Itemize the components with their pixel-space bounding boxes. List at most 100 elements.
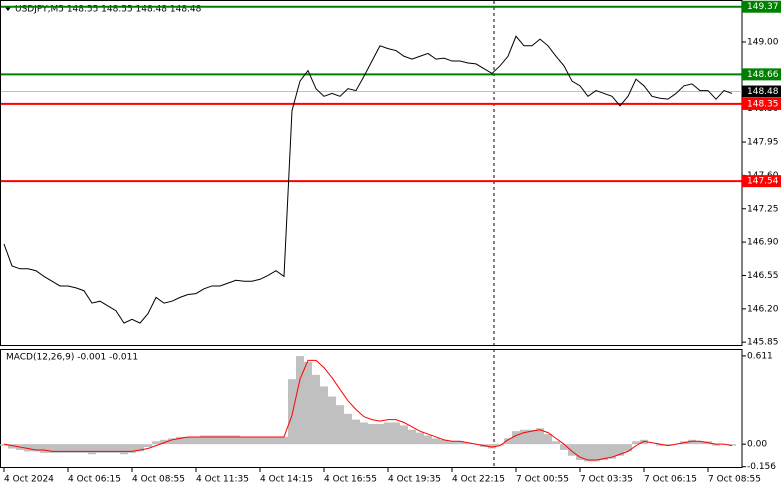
- macd-bar: [64, 444, 72, 453]
- symbol-arrow: [5, 7, 11, 11]
- macd-bar: [664, 444, 672, 446]
- macd-bar: [560, 444, 568, 450]
- macd-bar: [200, 435, 208, 445]
- macd-bar: [432, 438, 440, 445]
- level-label-box: [742, 97, 781, 110]
- macd-bar: [160, 439, 168, 445]
- macd-bar: [616, 444, 624, 456]
- macd-bar: [328, 396, 336, 445]
- y-tick-label: 0.611: [747, 351, 773, 361]
- x-tick-label: 4 Oct 2024: [4, 475, 54, 485]
- signal-line: [3, 359, 733, 461]
- macd-bar: [416, 432, 424, 445]
- y-tick-label: 149.00: [747, 37, 779, 47]
- macd-bar: [352, 419, 360, 445]
- macd-bar: [184, 436, 192, 445]
- macd-bar: [144, 444, 152, 448]
- macd-bar: [112, 444, 120, 453]
- macd-bar: [240, 436, 248, 445]
- macd-bar: [640, 439, 648, 445]
- level-label-box: [742, 175, 781, 188]
- macd-bar: [216, 435, 224, 445]
- y-tick-label: 146.90: [747, 238, 779, 248]
- macd-bar: [728, 444, 736, 446]
- macd-bar: [456, 441, 464, 445]
- macd-bar: [296, 356, 304, 445]
- macd-bar: [176, 436, 184, 445]
- macd-bar: [80, 444, 88, 453]
- macd-bar: [568, 444, 576, 456]
- macd-bar: [208, 435, 216, 445]
- macd-bar: [464, 442, 472, 445]
- macd-bar: [712, 444, 720, 446]
- macd-bar: [448, 441, 456, 445]
- macd-bar: [440, 439, 448, 445]
- macd-bar: [376, 423, 384, 445]
- y-tick-label: 146.55: [747, 271, 779, 281]
- macd-bar: [488, 444, 496, 449]
- y-tick-label: 147.25: [747, 204, 779, 214]
- macd-bar: [224, 435, 232, 445]
- macd-bar: [360, 422, 368, 445]
- macd-bar: [536, 428, 544, 445]
- macd-bar: [552, 441, 560, 445]
- x-tick-label: 7 Oct 00:55: [516, 475, 569, 485]
- x-tick-label: 7 Oct 08:55: [708, 475, 761, 485]
- macd-bar: [368, 423, 376, 445]
- macd-bar: [192, 436, 200, 445]
- y-tick-label: 147.95: [747, 138, 779, 148]
- macd-bar: [24, 444, 32, 452]
- macd-bar: [392, 422, 400, 445]
- macd-bar: [336, 405, 344, 445]
- macd-bar: [168, 438, 176, 445]
- price-line: [3, 35, 733, 324]
- y-tick-label: 146.20: [747, 304, 779, 314]
- level-label: 149.37: [747, 2, 779, 12]
- macd-bar: [624, 444, 632, 452]
- macd-bar: [304, 361, 312, 445]
- macd-bar: [608, 444, 616, 459]
- macd-bar: [544, 434, 552, 445]
- macd-panel-frame: [0, 349, 743, 468]
- macd-bar: [408, 429, 416, 445]
- macd-bar: [288, 379, 296, 445]
- x-tick-label: 7 Oct 03:35: [580, 475, 633, 485]
- macd-bar: [40, 444, 48, 453]
- macd-bar: [600, 444, 608, 461]
- macd-bar: [504, 438, 512, 445]
- x-tick-label: 4 Oct 22:15: [452, 475, 505, 485]
- level-label: 148.35: [747, 99, 779, 109]
- macd-bar: [424, 435, 432, 445]
- macd-bar: [344, 413, 352, 445]
- x-tick-label: 7 Oct 06:15: [644, 475, 697, 485]
- macd-bar: [232, 435, 240, 445]
- macd-bar: [72, 444, 80, 453]
- macd-bar: [152, 441, 160, 445]
- macd-bar: [8, 444, 16, 449]
- macd-bar: [48, 444, 56, 453]
- macd-bar: [256, 436, 264, 445]
- macd-bar: [312, 374, 320, 445]
- macd-bar: [96, 444, 104, 453]
- level-label: 148.66: [747, 70, 779, 80]
- level-label: 147.54: [747, 177, 779, 187]
- macd-bar: [384, 422, 392, 445]
- macd-bar: [400, 425, 408, 445]
- macd-bar: [592, 444, 600, 462]
- current-price-box: [742, 85, 781, 98]
- y-tick-label: 145.85: [747, 338, 779, 348]
- x-tick-label: 4 Oct 11:35: [196, 475, 249, 485]
- y-tick-label: 0.00: [747, 440, 767, 450]
- macd-bar: [104, 444, 112, 453]
- level-label-box: [742, 68, 781, 81]
- macd-bar: [136, 444, 144, 452]
- macd-title: MACD(12,26,9) -0.001 -0.011: [6, 353, 138, 363]
- macd-bar: [0, 444, 8, 446]
- macd-bar: [584, 444, 592, 462]
- macd-bar: [688, 439, 696, 445]
- macd-bar: [696, 441, 704, 445]
- price-title: USDJPY,M5 148.55 148.55 148.48 148.48: [15, 5, 202, 15]
- macd-bar: [656, 444, 664, 446]
